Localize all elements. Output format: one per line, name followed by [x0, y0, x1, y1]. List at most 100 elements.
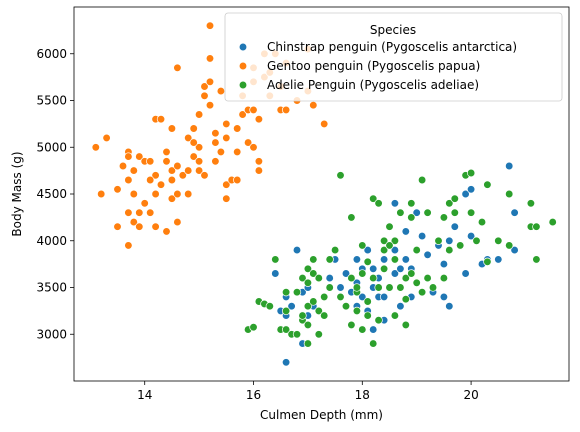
data-point [216, 147, 226, 157]
data-point [369, 339, 378, 348]
data-point [320, 311, 329, 320]
data-point [124, 175, 133, 185]
data-point [401, 295, 410, 304]
data-point [265, 302, 274, 311]
data-point [167, 166, 177, 175]
data-point [369, 264, 378, 273]
data-point [363, 257, 372, 266]
data-point [510, 245, 519, 255]
data-point [281, 288, 291, 297]
data-point [352, 283, 362, 292]
data-point [233, 175, 242, 185]
data-point [445, 199, 454, 208]
data-point [494, 255, 503, 264]
y-tick-label: 5000 [36, 140, 67, 154]
data-point [374, 199, 383, 208]
data-point [401, 227, 410, 236]
y-tick-label: 6000 [36, 47, 67, 61]
data-point [233, 147, 242, 157]
data-point [314, 273, 323, 283]
data-point [385, 283, 394, 292]
data-point [222, 119, 231, 129]
data-point [200, 82, 209, 91]
points-layer [91, 21, 557, 367]
data-point [129, 189, 138, 199]
data-point [363, 297, 372, 306]
data-point [385, 241, 394, 250]
data-point [254, 166, 264, 175]
data-point [352, 306, 362, 316]
data-point [363, 245, 372, 255]
data-point [309, 269, 318, 278]
data-point [249, 105, 258, 115]
data-point [303, 302, 313, 311]
data-point [184, 166, 193, 175]
data-point [205, 77, 215, 86]
legend-marker [238, 61, 248, 71]
data-point [233, 124, 242, 133]
data-point [113, 185, 122, 194]
data-point [129, 217, 138, 227]
data-point [445, 236, 454, 245]
x-axis-label: Culmen Depth (mm) [260, 408, 383, 422]
data-point [292, 245, 302, 255]
data-point [287, 302, 296, 311]
data-point [374, 283, 383, 292]
legend-label: Gentoo penguin (Pygoscelis papua) [267, 59, 480, 73]
data-point [184, 133, 193, 143]
data-point [146, 157, 155, 166]
data-point [162, 227, 171, 236]
data-point [211, 129, 220, 138]
data-point [358, 241, 367, 250]
data-point [374, 316, 383, 325]
data-point [439, 292, 449, 302]
data-point [194, 143, 204, 152]
data-point [434, 236, 443, 245]
legend-title: Species [370, 23, 416, 37]
data-point [439, 213, 449, 222]
data-point [211, 138, 220, 147]
y-axis-label: Body Mass (g) [10, 151, 24, 236]
data-point [102, 133, 111, 143]
data-point [483, 180, 492, 189]
data-point [309, 255, 318, 264]
legend-entries: Chinstrap penguin (Pygoscelis antarctica… [238, 40, 517, 92]
data-point [369, 194, 378, 203]
data-point [271, 255, 280, 264]
data-point [472, 236, 481, 245]
data-point [135, 152, 144, 161]
data-point [298, 311, 307, 320]
data-point [173, 189, 182, 199]
data-point [466, 208, 476, 217]
data-point [325, 255, 334, 264]
data-point [548, 217, 557, 227]
data-point [450, 222, 459, 231]
data-point [396, 208, 405, 217]
data-point [189, 152, 198, 161]
data-point [281, 105, 291, 115]
data-point [390, 236, 400, 245]
data-point [167, 175, 177, 185]
legend-label: Chinstrap penguin (Pygoscelis antarctica… [267, 40, 517, 54]
data-point [281, 358, 291, 367]
data-point [320, 292, 329, 302]
data-point [412, 208, 421, 217]
data-point [456, 241, 465, 250]
data-point [194, 157, 204, 166]
y-tick-label: 4500 [36, 187, 67, 201]
data-point [173, 217, 182, 227]
data-point [423, 208, 432, 217]
data-point [483, 257, 492, 266]
x-tick-label: 18 [355, 388, 370, 402]
data-point [309, 101, 318, 110]
data-point [222, 194, 231, 203]
data-point [494, 236, 503, 245]
series-2 [243, 168, 557, 348]
data-point [205, 21, 215, 30]
data-point [189, 138, 198, 147]
data-point [91, 143, 100, 152]
data-point [401, 320, 410, 330]
data-point [466, 185, 476, 194]
data-point [423, 250, 432, 259]
data-point [151, 222, 160, 231]
